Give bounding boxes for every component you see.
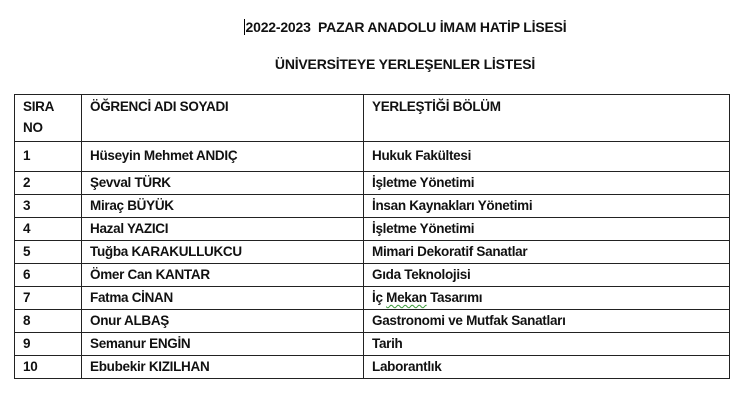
table-row: 10 Ebubekir KIZILHAN Laborantlık xyxy=(14,355,730,379)
table-row: 7 Fatma CİNAN İç Mekan Tasarımı xyxy=(14,286,730,310)
table-row: 6 Ömer Can KANTAR Gıda Teknolojisi xyxy=(14,263,730,287)
table-row: 1 Hüseyin Mehmet ANDIÇ Hukuk Fakültesi xyxy=(14,141,730,172)
row-number: 9 xyxy=(14,332,82,356)
row-number: 6 xyxy=(14,263,82,287)
department: Gıda Teknolojisi xyxy=(363,263,730,287)
student-name: Fatma CİNAN xyxy=(81,286,364,310)
department: Mimari Dekoratif Sanatlar xyxy=(363,240,730,264)
table-row: 3 Miraç BÜYÜK İnsan Kaynakları Yönetimi xyxy=(14,194,730,218)
student-name: Tuğba KARAKULLUKCU xyxy=(81,240,364,264)
student-name: Hüseyin Mehmet ANDIÇ xyxy=(81,141,364,172)
department: Gastronomi ve Mutfak Sanatları xyxy=(363,309,730,333)
row-number: 5 xyxy=(14,240,82,264)
row-number: 2 xyxy=(14,171,82,195)
row-number: 10 xyxy=(14,355,82,379)
row-number: 4 xyxy=(14,217,82,241)
department: İşletme Yönetimi xyxy=(363,217,730,241)
text-cursor xyxy=(243,19,245,35)
table-row: 5 Tuğba KARAKULLUKCU Mimari Dekoratif Sana… xyxy=(14,240,730,264)
table-header-row: SIRA NO ÖĞRENCİ ADI SOYADI YERLEŞTİĞİ BÖ… xyxy=(14,94,730,142)
department: Tarih xyxy=(363,332,730,356)
department: Laborantlık xyxy=(363,355,730,379)
table-row: 9 Semanur ENGİN Tarih xyxy=(14,332,730,356)
document-title-text: 2022-2023 PAZAR ANADOLU İMAM HATİP LİSES… xyxy=(245,19,567,35)
table-row: 4 Hazal YAZICI İşletme Yönetimi xyxy=(14,217,730,241)
student-name: Hazal YAZICI xyxy=(81,217,364,241)
document-subtitle: ÜNİVERSİTEYE YERLEŞENLER LİSTESİ xyxy=(274,56,536,72)
student-name: Ömer Can KANTAR xyxy=(81,263,364,287)
department: Hukuk Fakültesi xyxy=(363,141,730,172)
student-name: Şevval TÜRK xyxy=(81,171,364,195)
header-student-name: ÖĞRENCİ ADI SOYADI xyxy=(81,94,364,142)
table-row: 2 Şevval TÜRK İşletme Yönetimi xyxy=(14,171,730,195)
department-text: İç Mekan Tasarımı xyxy=(372,290,483,305)
student-name: Miraç BÜYÜK xyxy=(81,194,364,218)
student-name: Semanur ENGİN xyxy=(81,332,364,356)
row-number: 7 xyxy=(14,286,82,310)
department: İşletme Yönetimi xyxy=(363,171,730,195)
spellcheck-underline: Mekan xyxy=(386,290,427,305)
header-sira-no: SIRA NO xyxy=(14,94,82,142)
department: İnsan Kaynakları Yönetimi xyxy=(363,194,730,218)
row-number: 8 xyxy=(14,309,82,333)
student-name: Onur ALBAŞ xyxy=(81,309,364,333)
row-number: 3 xyxy=(14,194,82,218)
placement-table: SIRA NO ÖĞRENCİ ADI SOYADI YERLEŞTİĞİ BÖ… xyxy=(14,94,730,379)
header-text: SIRA NO xyxy=(23,99,54,135)
document-title: 2022-2023 PAZAR ANADOLU İMAM HATİP LİSES… xyxy=(0,19,740,35)
department: İç Mekan Tasarımı xyxy=(363,286,730,310)
header-department: YERLEŞTİĞİ BÖLÜM xyxy=(363,94,730,142)
student-name: Ebubekir KIZILHAN xyxy=(81,355,364,379)
row-number: 1 xyxy=(14,141,82,172)
table-row: 8 Onur ALBAŞ Gastronomi ve Mutfak Sanatlar… xyxy=(14,309,730,333)
